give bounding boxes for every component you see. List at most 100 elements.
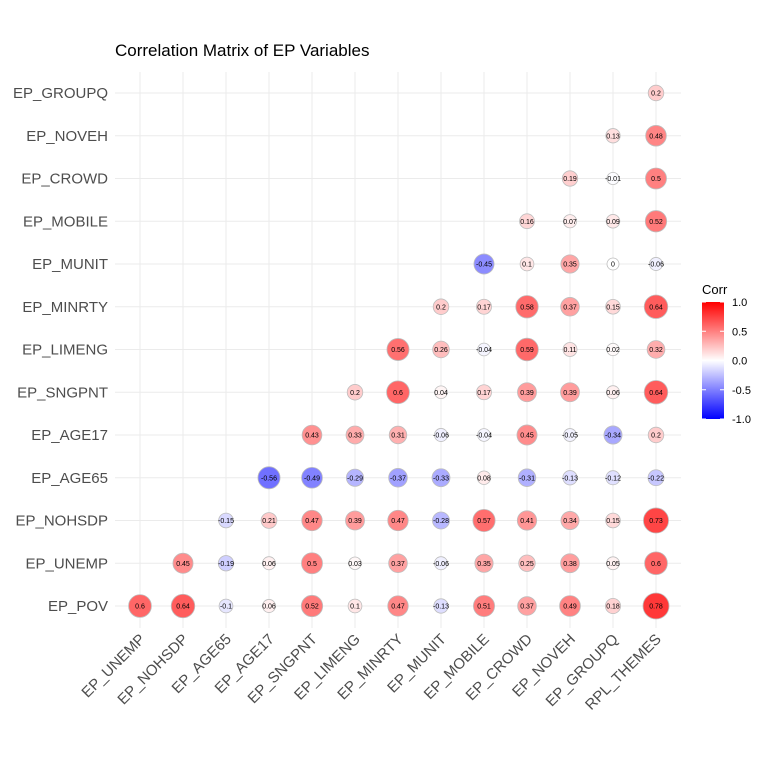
y-tick-label: EP_MINRTY bbox=[22, 299, 108, 316]
correlation-value-label: 0.08 bbox=[477, 475, 491, 482]
correlation-circle bbox=[473, 595, 495, 617]
y-tick-label: EP_MOBILE bbox=[23, 213, 108, 230]
correlation-cell: 0.48 bbox=[645, 125, 667, 147]
correlation-value-label: 0.39 bbox=[348, 518, 362, 525]
legend-tick-label: -0.5 bbox=[732, 385, 751, 397]
correlation-cell: -0.29 bbox=[345, 468, 365, 487]
correlation-cell: 0.06 bbox=[262, 599, 276, 613]
correlation-cell: 0.17 bbox=[476, 384, 492, 401]
correlation-circle bbox=[434, 428, 448, 442]
correlation-cell: 0.64 bbox=[643, 294, 669, 319]
correlation-cell: 0.64 bbox=[643, 380, 669, 405]
correlation-value-label: 0.34 bbox=[563, 518, 577, 525]
legend-tick-label: -1.0 bbox=[732, 414, 751, 426]
correlation-value-label: 0.58 bbox=[520, 304, 534, 311]
correlation-value-label: 0.1 bbox=[350, 604, 360, 611]
correlation-value-label: 0.11 bbox=[563, 347, 576, 354]
correlation-circle bbox=[606, 342, 620, 357]
correlation-value-label: -0.06 bbox=[433, 561, 449, 568]
correlation-value-label: 0.6 bbox=[651, 561, 661, 568]
correlation-cell: 0.47 bbox=[387, 509, 409, 532]
correlation-circle bbox=[472, 508, 496, 533]
correlation-value-label: -0.01 bbox=[605, 176, 621, 183]
correlation-circle bbox=[559, 595, 581, 617]
correlation-circle bbox=[606, 257, 620, 271]
correlation-value-label: 0.05 bbox=[606, 561, 620, 568]
correlation-value-label: 0.04 bbox=[434, 390, 448, 397]
correlation-value-label: -0.05 bbox=[562, 433, 578, 440]
correlation-cell: -0.05 bbox=[562, 428, 578, 442]
y-tick-label: EP_UNEMP bbox=[25, 555, 108, 572]
correlation-value-label: -0.1 bbox=[220, 604, 232, 611]
correlation-cell: 0.2 bbox=[346, 384, 364, 401]
correlation-cell: 0.6 bbox=[386, 380, 410, 405]
correlation-cell: 0.1 bbox=[519, 256, 535, 272]
correlation-circle bbox=[517, 468, 537, 487]
correlation-value-label: 0.49 bbox=[563, 604, 577, 611]
correlation-value-label: 0.37 bbox=[563, 304, 577, 311]
correlation-value-label: 0.06 bbox=[606, 390, 620, 397]
y-axis-labels: EP_POV EP_UNEMP EP_NOHSDP EP_AGE65 EP_AGE17 E… bbox=[13, 85, 108, 615]
correlation-value-label: 0.25 bbox=[520, 561, 534, 568]
correlation-cell: 0.33 bbox=[345, 425, 365, 445]
correlation-value-label: 0.17 bbox=[477, 304, 491, 311]
correlation-cell: 0.45 bbox=[516, 424, 538, 446]
correlation-value-label: -0.06 bbox=[433, 433, 449, 440]
correlation-value-label: 0.47 bbox=[391, 604, 405, 611]
correlation-value-label: -0.45 bbox=[476, 262, 492, 269]
legend-tick-label: 1.0 bbox=[732, 297, 747, 309]
correlation-cell: 0.56 bbox=[386, 338, 410, 361]
correlation-circle bbox=[645, 167, 667, 190]
correlation-circle bbox=[606, 172, 620, 185]
correlation-circle bbox=[217, 555, 235, 572]
correlation-cell: -0.49 bbox=[301, 466, 323, 489]
correlation-circle bbox=[172, 552, 194, 574]
correlation-circle bbox=[387, 509, 409, 532]
correlation-cell: 0.5 bbox=[645, 167, 667, 190]
correlation-value-label: 0.35 bbox=[477, 561, 491, 568]
correlation-value-label: -0.56 bbox=[261, 475, 277, 482]
correlation-value-label: -0.15 bbox=[218, 518, 234, 525]
legend-tick-label: 0.0 bbox=[732, 356, 747, 368]
correlation-circle bbox=[519, 256, 535, 272]
correlation-cell: 0.37 bbox=[517, 596, 537, 616]
correlation-circle bbox=[432, 511, 450, 530]
correlation-cell: 0.03 bbox=[348, 556, 362, 570]
correlation-value-label: 0.21 bbox=[262, 518, 276, 525]
y-tick-label: EP_POV bbox=[48, 598, 108, 615]
correlation-value-label: 0.78 bbox=[649, 604, 663, 611]
correlation-value-label: 0.47 bbox=[391, 518, 405, 525]
correlation-value-label: 0.26 bbox=[434, 347, 448, 354]
correlation-cell: 0 bbox=[606, 257, 620, 271]
correlation-value-label: 0.59 bbox=[520, 347, 534, 354]
correlation-circle bbox=[434, 556, 448, 571]
correlation-cell: 0.17 bbox=[476, 298, 492, 315]
correlation-cell: -0.33 bbox=[431, 468, 451, 488]
correlation-cell: 0.6 bbox=[644, 551, 668, 576]
correlation-value-label: 0.41 bbox=[520, 518, 534, 525]
correlation-circle bbox=[301, 509, 323, 532]
correlation-circle bbox=[515, 295, 539, 319]
correlation-cell: -0.12 bbox=[605, 470, 621, 486]
correlation-circle bbox=[644, 210, 668, 233]
correlation-value-label: 0.39 bbox=[563, 390, 577, 397]
correlation-circle bbox=[647, 426, 665, 444]
legend: Corr 1.0 0.5 0.0 -0.5 -1.0 bbox=[702, 282, 751, 426]
correlation-circle bbox=[218, 598, 234, 614]
correlation-cell: 0.52 bbox=[300, 594, 324, 618]
correlation-circle bbox=[301, 552, 323, 575]
correlation-circle bbox=[642, 592, 670, 620]
correlation-cell: 0.39 bbox=[517, 382, 537, 403]
y-tick-label: EP_MUNIT bbox=[32, 256, 108, 273]
correlation-circle bbox=[260, 512, 278, 529]
correlation-cell: 0.51 bbox=[473, 595, 495, 617]
correlation-value-label: -0.06 bbox=[648, 262, 664, 269]
correlation-value-label: 0.33 bbox=[348, 433, 362, 440]
correlation-circle bbox=[643, 507, 669, 534]
correlation-circle bbox=[563, 428, 577, 442]
correlation-cell: -0.1 bbox=[218, 598, 234, 614]
correlation-cell: -0.06 bbox=[433, 428, 449, 442]
correlation-cell: -0.13 bbox=[433, 598, 449, 614]
correlation-value-label: 0.2 bbox=[350, 390, 360, 397]
